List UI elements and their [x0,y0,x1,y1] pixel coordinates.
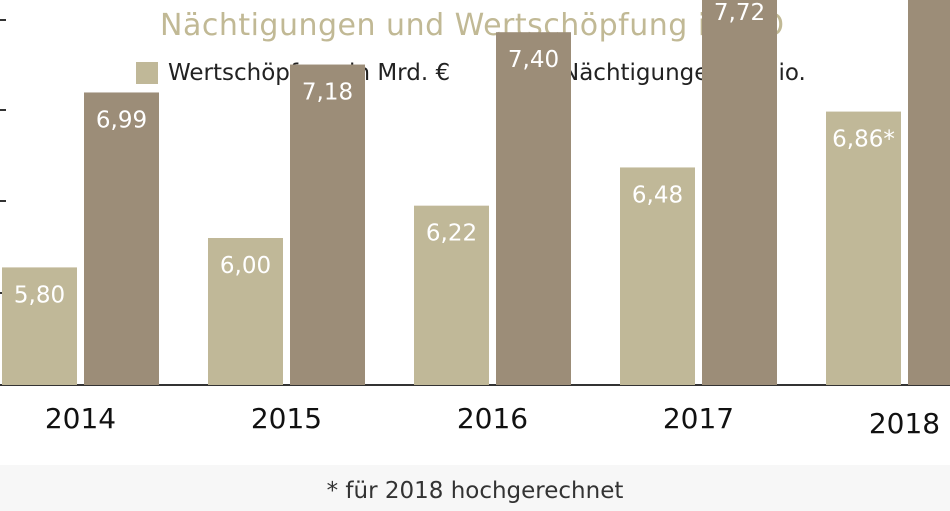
bar-naechtigungen-2016 [496,32,571,385]
chart-title: Nächtigungen und Wertschöpfung in OÖ [160,8,785,43]
x-tick-label-2014: 2014 [45,402,116,435]
x-tick-label-2017: 2017 [663,402,734,435]
x-tick-label-2015: 2015 [251,402,322,435]
chart-area: Nächtigungen und Wertschöpfung in OÖ Wer… [0,0,950,440]
footer-band [0,465,950,511]
data-label-wertschoepfung-2015: 6,00 [220,253,271,279]
data-label-naechtigungen-2017: 7,72 [714,0,765,26]
data-label-naechtigungen-2016: 7,40 [508,47,559,73]
bar-naechtigungen-2014 [84,92,159,385]
bar-wertschoepfung-2018 [826,111,901,385]
data-label-wertschoepfung-2018: 6,86* [832,127,895,153]
bar-naechtigungen-2015 [290,64,365,385]
data-label-naechtigungen-2015: 7,18 [302,80,353,106]
data-label-wertschoepfung-2014: 5,80 [14,282,65,308]
data-label-wertschoepfung-2017: 6,48 [632,182,683,208]
bar-wertschoepfung-2017 [620,167,695,385]
x-tick-label-2018: 2018 [869,407,940,440]
bar-wertschoepfung-2014 [2,267,77,385]
legend-swatch-wertschoepfung [136,62,158,84]
bar-naechtigungen-2017 [702,0,777,385]
bar-wertschoepfung-2015 [208,238,283,385]
bar-naechtigungen-2018 [908,0,950,386]
footnote: * für 2018 hochgerechnet [326,478,624,504]
bar-chart-plot: 5,806,996,007,186,227,406,487,726,86*8,1… [0,0,950,440]
data-label-wertschoepfung-2016: 6,22 [426,221,477,247]
data-label-naechtigungen-2014: 6,99 [96,107,147,133]
x-tick-label-2016: 2016 [457,402,528,435]
bar-wertschoepfung-2016 [414,205,489,385]
